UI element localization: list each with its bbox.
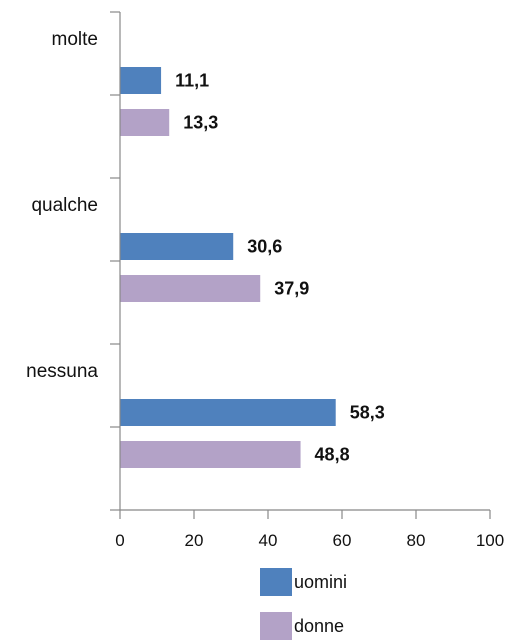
category-label-qualche: qualche	[31, 195, 98, 216]
bar-uomini-molte	[120, 67, 162, 94]
legend-swatch-donne	[260, 612, 292, 640]
x-tick-label-100: 100	[476, 531, 504, 550]
x-tick-label-80: 80	[407, 531, 426, 550]
legend-label-donne: donne	[294, 616, 344, 636]
data-label-donne-nessuna: 48,8	[315, 445, 350, 465]
x-tick-label-40: 40	[259, 531, 278, 550]
data-label-uomini-qualche: 30,6	[247, 237, 282, 257]
x-tick-label-20: 20	[185, 531, 204, 550]
data-label-donne-molte: 13,3	[183, 113, 218, 133]
bar-uomini-qualche	[120, 233, 234, 260]
data-label-uomini-nessuna: 58,3	[350, 403, 385, 423]
x-tick-label-0: 0	[115, 531, 124, 550]
legend-swatch-uomini	[260, 568, 292, 596]
legend: uomini donne	[260, 568, 347, 640]
x-tick-label-60: 60	[333, 531, 352, 550]
category-label-molte: molte	[52, 29, 98, 50]
bar-uomini-nessuna	[120, 399, 336, 426]
data-label-uomini-molte: 11,1	[175, 71, 209, 91]
axes: 0 20 40 60 80 100	[110, 11, 504, 550]
bar-donne-molte	[120, 109, 170, 136]
data-label-donne-qualche: 37,9	[274, 279, 309, 299]
category-label-nessuna: nessuna	[26, 361, 98, 382]
category-labels: molte qualche nessuna	[26, 29, 98, 382]
data-labels: 11,1 30,6 58,3 13,3 37,9 48,8	[175, 71, 385, 465]
bar-donne-qualche	[120, 275, 261, 302]
bars	[120, 67, 336, 468]
legend-label-uomini: uomini	[294, 572, 347, 592]
bar-donne-nessuna	[120, 441, 301, 468]
